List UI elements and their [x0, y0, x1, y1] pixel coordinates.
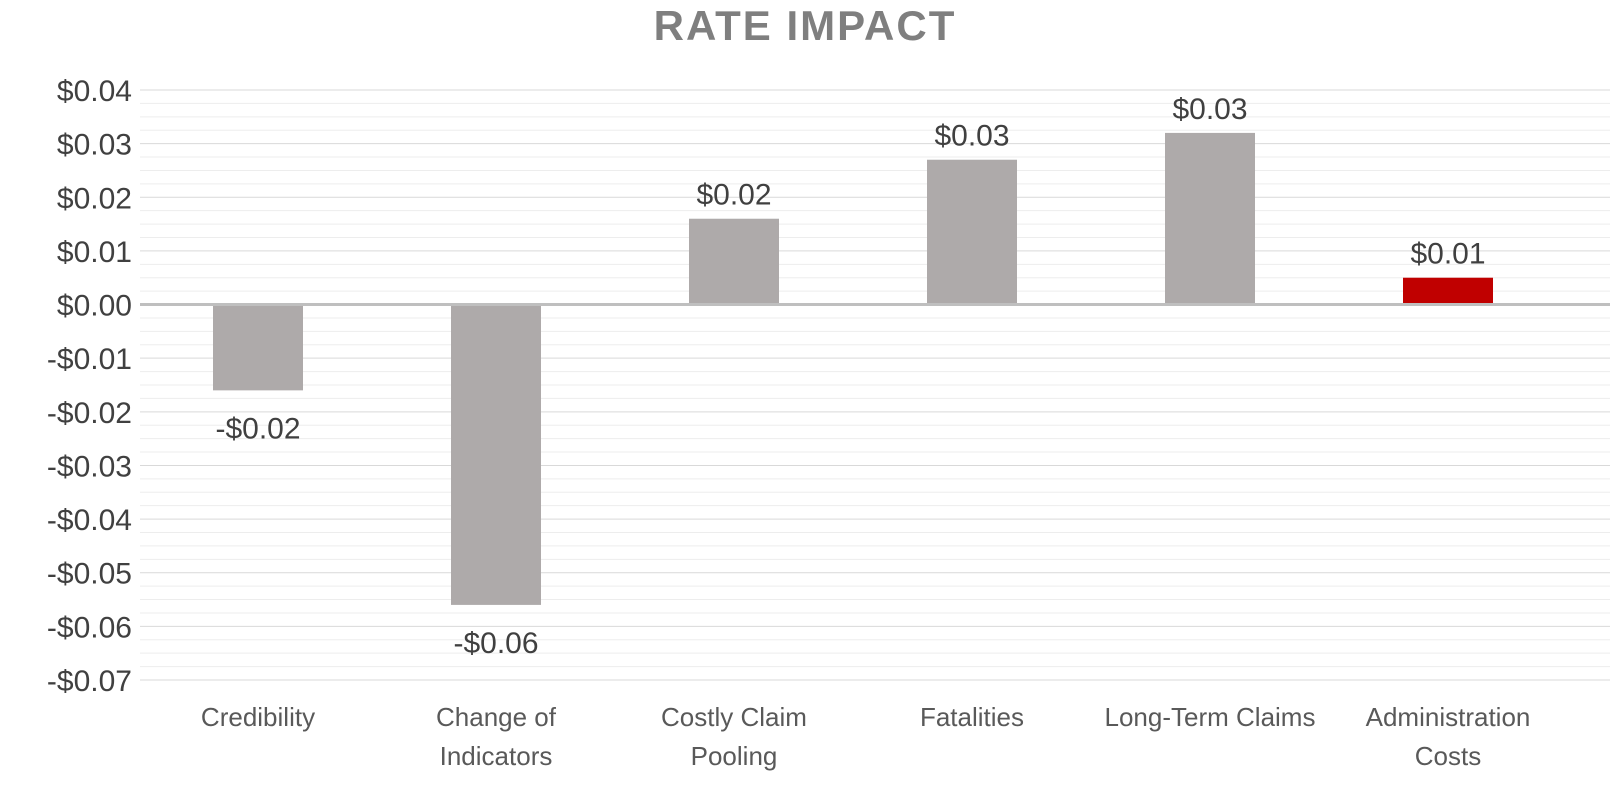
data-labels: -$0.02 -$0.06 $0.02 $0.03 $0.03 $0.01: [215, 93, 1485, 660]
y-tick-label: $0.01: [57, 236, 132, 269]
data-label: -$0.06: [453, 627, 538, 660]
y-tick-label: -$0.02: [47, 397, 132, 430]
y-tick-label: -$0.06: [47, 611, 132, 644]
y-axis-ticks: $0.04 $0.03 $0.02 $0.01 $0.00 -$0.01 -$0.02 -$0…: [47, 75, 132, 698]
y-tick-label: -$0.05: [47, 558, 132, 591]
bar-administration-costs: [1403, 277, 1493, 305]
data-label: $0.01: [1410, 238, 1485, 271]
x-tick-label: Administration Costs: [1366, 702, 1531, 771]
x-tick-label: Credibility: [201, 702, 315, 732]
bar-costly-claim-pooling: [689, 218, 779, 305]
y-tick-label: $0.03: [57, 129, 132, 162]
y-tick-label: -$0.03: [47, 450, 132, 483]
bar-long-term-claims: [1165, 132, 1255, 305]
x-axis-ticks: Credibility Change of Indicators Costly Cla…: [201, 702, 1530, 771]
data-label: $0.02: [696, 179, 771, 212]
x-tick-label: Long-Term Claims: [1105, 702, 1316, 732]
gridlines: [140, 89, 1610, 681]
data-label: $0.03: [934, 120, 1009, 153]
y-tick-label: $0.02: [57, 182, 132, 215]
x-tick-label: Costly Claim Pooling: [661, 702, 807, 771]
bar-change-of-indicators: [451, 304, 541, 605]
bar-credibility: [213, 304, 303, 391]
y-tick-label: -$0.07: [47, 665, 132, 698]
chart-title: RATE IMPACT: [653, 2, 957, 49]
x-tick-label: Change of Indicators: [436, 702, 557, 771]
data-label: -$0.02: [215, 412, 300, 445]
data-label: $0.03: [1172, 93, 1247, 126]
x-tick-label: Fatalities: [920, 702, 1024, 732]
bar-fatalities: [927, 159, 1017, 305]
y-tick-label: $0.00: [57, 290, 132, 323]
y-tick-label: -$0.01: [47, 343, 132, 376]
y-tick-label: $0.04: [57, 75, 132, 108]
y-tick-label: -$0.04: [47, 504, 132, 537]
bars: [213, 132, 1493, 605]
